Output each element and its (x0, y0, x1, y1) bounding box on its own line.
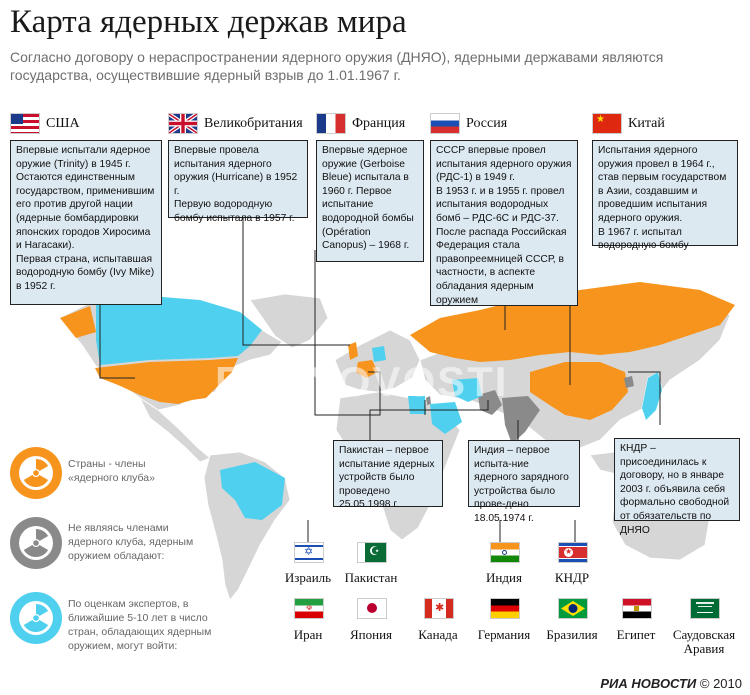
germany-flag-icon (490, 598, 520, 619)
power-name: Россия (466, 115, 508, 131)
box-text: Испытания ядерного оружия провел в 1964 … (598, 145, 727, 224)
pakistan-note-box: Пакистан – первое испытание ядерных устр… (333, 440, 443, 510)
box-text: Первая страна, испытавшая водородную бом… (16, 253, 155, 292)
india-flag-icon (490, 542, 520, 563)
page-subtitle: Согласно договору о нераспространении яд… (10, 49, 664, 83)
power-name: Франция (352, 115, 406, 131)
france-info-box: Впервые ядерное оружие (Gerboise Bleue) … (316, 140, 424, 262)
uk-flag-icon (168, 113, 198, 134)
header-usa: США (10, 113, 80, 134)
header-uk: Великобритания (168, 113, 303, 134)
country-label-egypt: Египет (616, 627, 656, 642)
radiation-gray-icon (10, 517, 62, 569)
israel-flag-icon: ✡ (294, 542, 324, 563)
box-text: Впервые испытали ядерное оружие (Trinity… (16, 145, 151, 170)
iran-region (452, 378, 482, 402)
us-flag-icon (10, 113, 40, 134)
box-text: В 1967 г. испытал водородную бомбу (598, 226, 689, 252)
box-text: СССР впервые провел испытания ядерного о… (436, 145, 572, 184)
box-text: Впервые провела испытания ядерного оружи… (174, 145, 298, 197)
header-china: ★ Китай (592, 113, 665, 134)
footer-credit: РИА НОВОСТИ © 2010 (600, 676, 742, 691)
brazil-region (220, 462, 285, 520)
russia-region (410, 282, 735, 362)
radiation-cyan-icon (10, 592, 62, 644)
dprk-region (624, 376, 634, 388)
country-label-dprk: КНДР (554, 570, 590, 585)
country-label-brazil: Бразилия (546, 627, 598, 642)
russia-flag-icon (430, 113, 460, 134)
box-text: Первую водородную бомбу испытала в 1957 … (174, 199, 295, 224)
china-info-box: Испытания ядерного оружия провел в 1964 … (592, 140, 738, 251)
watermark: RIA NOVOSTI (215, 358, 509, 405)
dprk-note-box: КНДР – присоединилась к договору, но в я… (614, 438, 740, 536)
footer-year: © 2010 (699, 676, 742, 691)
country-label-canada: Канада (418, 627, 458, 642)
box-text: Впервые ядерное оружие (Gerboise Bleue) … (322, 145, 414, 252)
country-label-pakistan: Пакистан (344, 570, 398, 585)
country-label-japan: Япония (349, 627, 393, 642)
france-flag-icon (316, 113, 346, 134)
box-text: После распада Российская Федерация стала… (436, 226, 567, 306)
connector-lines (99, 215, 661, 545)
page-title: Карта ядерных держав мира (10, 4, 407, 40)
germany-region (372, 346, 386, 362)
usa-region (95, 358, 238, 404)
saudi-flag-icon (690, 598, 720, 619)
country-label-saudi: Саудовская Аравия (672, 627, 736, 656)
pakistan-flag-icon: ☪ (357, 542, 387, 563)
radiation-orange-icon (10, 447, 62, 499)
china-region (530, 362, 628, 420)
country-label-israel: Израиль (284, 570, 332, 585)
ria-logo: РИА НОВОСТИ (600, 676, 697, 691)
country-label-india: Индия (486, 570, 522, 585)
power-name: США (46, 115, 80, 131)
box-text: Пакистан – первое испытание ядерных устр… (339, 445, 435, 511)
header-russia: Россия (430, 113, 507, 134)
box-text: Индия – первое испыта-ние ядерного заряд… (474, 445, 569, 524)
egypt-flag-icon (622, 598, 652, 619)
uk-info-box: Впервые провела испытания ядерного оружи… (168, 140, 308, 224)
japan-region (642, 372, 662, 420)
brazil-flag-icon (558, 598, 588, 619)
country-label-iran: Иран (293, 627, 323, 642)
india-note-box: Индия – первое испыта-ние ядерного заряд… (468, 440, 580, 524)
usa-info-box: Впервые испытали ядерное оружие (Trinity… (10, 140, 162, 305)
box-text: В 1953 г. и в 1955 г. провел испытания в… (436, 185, 565, 224)
japan-flag-icon (357, 598, 387, 619)
pakistan-region (478, 390, 502, 415)
power-name: Великобритания (204, 115, 303, 131)
uk-region (348, 342, 358, 360)
canada-region (96, 296, 262, 365)
india-region (502, 396, 540, 444)
dprk-flag-icon: ★ (558, 542, 588, 563)
legend-potential-text: По оценкам экспертов, в ближайшие 5-10 л… (68, 598, 212, 652)
legend-members-text: Страны - члены «ядерного клуба» (68, 458, 155, 484)
alaska-region (60, 306, 96, 338)
china-flag-icon: ★ (592, 113, 622, 134)
iran-flag-icon: ☫ (294, 598, 324, 619)
power-name: Китай (628, 115, 665, 131)
box-text: КНДР – присоединилась к договору, но в я… (620, 443, 730, 536)
france-region (356, 360, 378, 378)
canada-flag-icon: ✱ (424, 598, 454, 619)
russia-info-box: СССР впервые провел испытания ядерного о… (430, 140, 578, 306)
legend-nonmembers-text: Не являясь членами ядерного клуба, ядерн… (68, 522, 194, 562)
box-text: Остаются единственным государством, прим… (16, 172, 155, 252)
header-france: Франция (316, 113, 405, 134)
israel-region (426, 396, 431, 405)
country-label-germany: Германия (477, 627, 531, 642)
